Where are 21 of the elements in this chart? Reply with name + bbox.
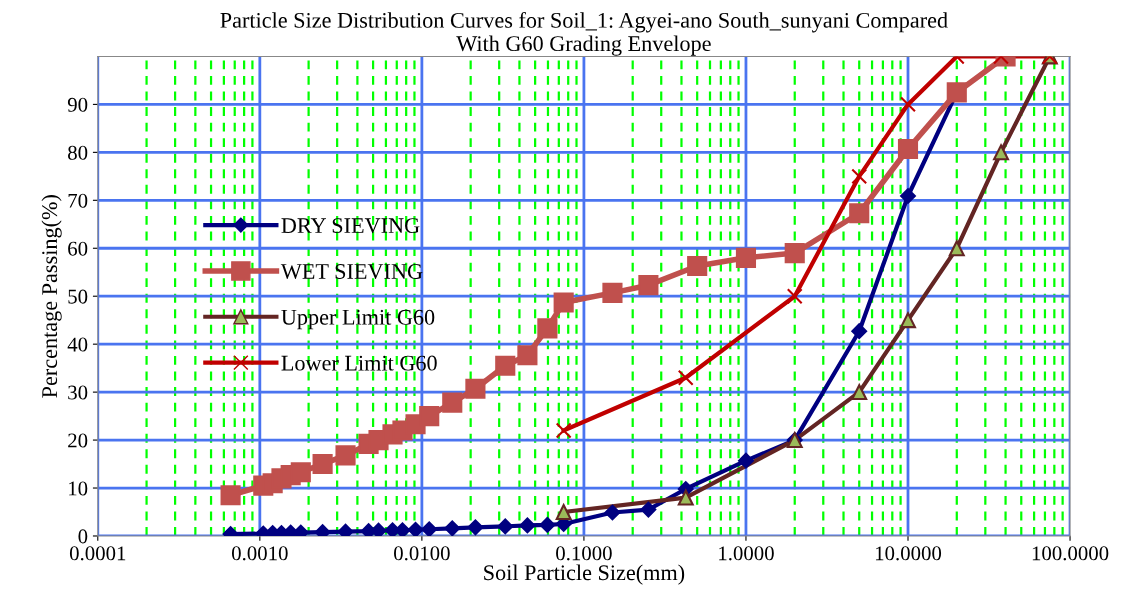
- y-axis-title: Percentage Passing(%): [41, 195, 62, 398]
- x-tick-label: 10.0000: [875, 546, 942, 561]
- y-tick-label: 90: [67, 97, 88, 112]
- chart-title: Particle Size Distribution Curves for Soil_1: Agyei-ano South_sunyani Compared With G60 Grading Envelope: [220, 11, 948, 56]
- x-tick-label: 0.0001: [69, 546, 126, 561]
- y-tick-label: 50: [68, 289, 88, 304]
- x-axis-title: Soil Particle Size(mm): [484, 564, 685, 585]
- x-tick-label: 0.0100: [394, 546, 450, 561]
- y-tick-label: 40: [67, 337, 88, 352]
- y-tick-label: 60: [68, 241, 88, 256]
- y-tick-label: 30: [68, 385, 88, 400]
- x-tick-label: 100.0000: [1032, 546, 1109, 561]
- y-tick-label: 20: [68, 433, 88, 448]
- x-tick-label: 0.1000: [556, 546, 612, 561]
- y-tick-label: 70: [68, 193, 88, 208]
- y-tick-label: 10: [69, 481, 88, 496]
- y-tick-label: 80: [68, 145, 88, 160]
- x-tick-label: 1.0000: [719, 546, 774, 561]
- legend-label: DRY SIEVING: [281, 218, 420, 234]
- y-tick-label: 0: [78, 529, 88, 544]
- x-tick-label: 0.0010: [231, 546, 288, 561]
